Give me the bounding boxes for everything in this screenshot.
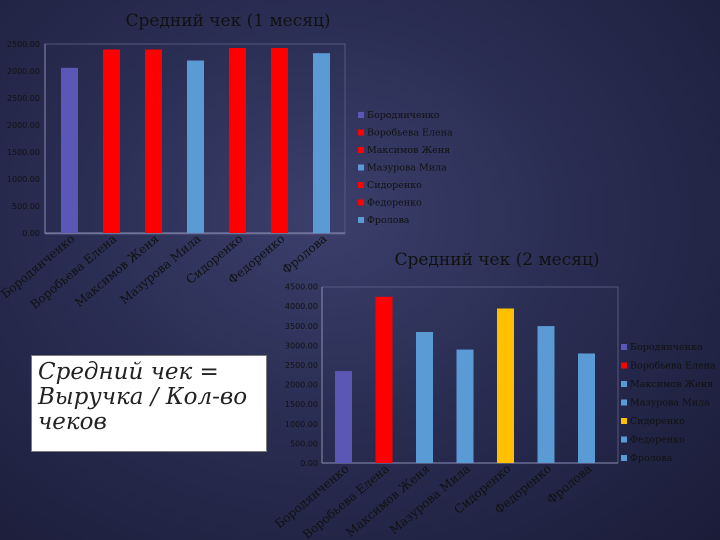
bar	[271, 48, 288, 233]
y-tick-label: 1000.00	[7, 175, 40, 184]
bar	[103, 49, 120, 234]
bar	[497, 308, 514, 463]
bar	[456, 349, 474, 463]
legend-swatch	[621, 418, 627, 424]
legend-label: Федоренко	[630, 435, 685, 446]
bar	[537, 326, 555, 463]
formula-line-3: чеков	[38, 409, 107, 435]
formula-line-2: Выручка / Кол-во	[38, 384, 248, 410]
legend-swatch	[621, 362, 627, 369]
chart-title: Средний чек (2 месяц)	[394, 250, 599, 270]
bar	[335, 371, 352, 463]
legend-swatch	[621, 399, 627, 406]
formula-line-1: Средний чек =	[38, 359, 219, 385]
legend-swatch	[358, 147, 364, 153]
legend-label: Бородянченко	[630, 342, 703, 353]
legend-swatch	[358, 217, 364, 223]
bar	[61, 67, 78, 233]
legend-label: Фролова	[630, 453, 673, 464]
y-tick-label: 3500.00	[285, 322, 318, 331]
y-tick-label: 500.00	[12, 202, 40, 211]
legend-label: Мазурова Мила	[367, 163, 447, 174]
bar	[145, 49, 162, 234]
legend-label: Сидоренко	[367, 180, 422, 191]
legend-label: Воробьева Елена	[367, 128, 453, 139]
legend-swatch	[621, 344, 627, 350]
y-tick-label: 1000.00	[285, 420, 318, 429]
legend-swatch	[621, 455, 627, 461]
y-tick-label: 2500.00	[7, 94, 40, 103]
y-tick-label: 3000.00	[285, 341, 318, 350]
bar	[187, 60, 204, 234]
formula-note: Средний чек = Выручка / Кол-во чеков	[31, 355, 267, 452]
bar	[578, 353, 595, 463]
y-tick-label: 2500.00	[285, 361, 318, 370]
y-tick-label: 0.00	[300, 459, 318, 468]
legend-swatch	[358, 199, 364, 206]
legend-swatch	[621, 436, 627, 443]
y-tick-label: 4000.00	[285, 302, 318, 311]
legend-label: Воробьева Елена	[630, 361, 716, 372]
legend-swatch	[358, 182, 364, 188]
y-tick-label: 2000.00	[7, 67, 40, 76]
bar	[229, 48, 246, 233]
legend-swatch	[358, 112, 364, 118]
y-tick-label: 1500.00	[285, 400, 318, 409]
y-tick-label: 2500.00	[7, 40, 40, 49]
legend-label: Фролова	[367, 215, 410, 226]
legend-label: Максимов Женя	[367, 145, 450, 156]
y-tick-label: 500.00	[290, 439, 318, 448]
legend-label: Федоренко	[367, 198, 422, 209]
x-tick-label: Фролова	[544, 462, 594, 507]
legend-swatch	[358, 129, 364, 136]
y-tick-label: 4500.00	[285, 283, 318, 292]
y-tick-label: 2000.00	[7, 121, 40, 130]
bar	[313, 53, 330, 233]
x-tick-label: Фролова	[279, 232, 329, 277]
y-tick-label: 2000.00	[285, 381, 318, 390]
bar	[416, 331, 433, 463]
bar	[375, 296, 393, 463]
legend-label: Мазурова Мила	[630, 398, 710, 409]
legend-swatch	[621, 381, 627, 387]
legend-label: Бородянченко	[367, 110, 440, 121]
y-tick-label: 1500.00	[7, 148, 40, 157]
y-tick-label: 0.00	[22, 229, 40, 238]
legend-swatch	[358, 164, 364, 171]
legend-label: Сидоренко	[630, 416, 685, 427]
legend-label: Максимов Женя	[630, 379, 713, 390]
chart-title: Средний чек (1 месяц)	[125, 11, 330, 31]
